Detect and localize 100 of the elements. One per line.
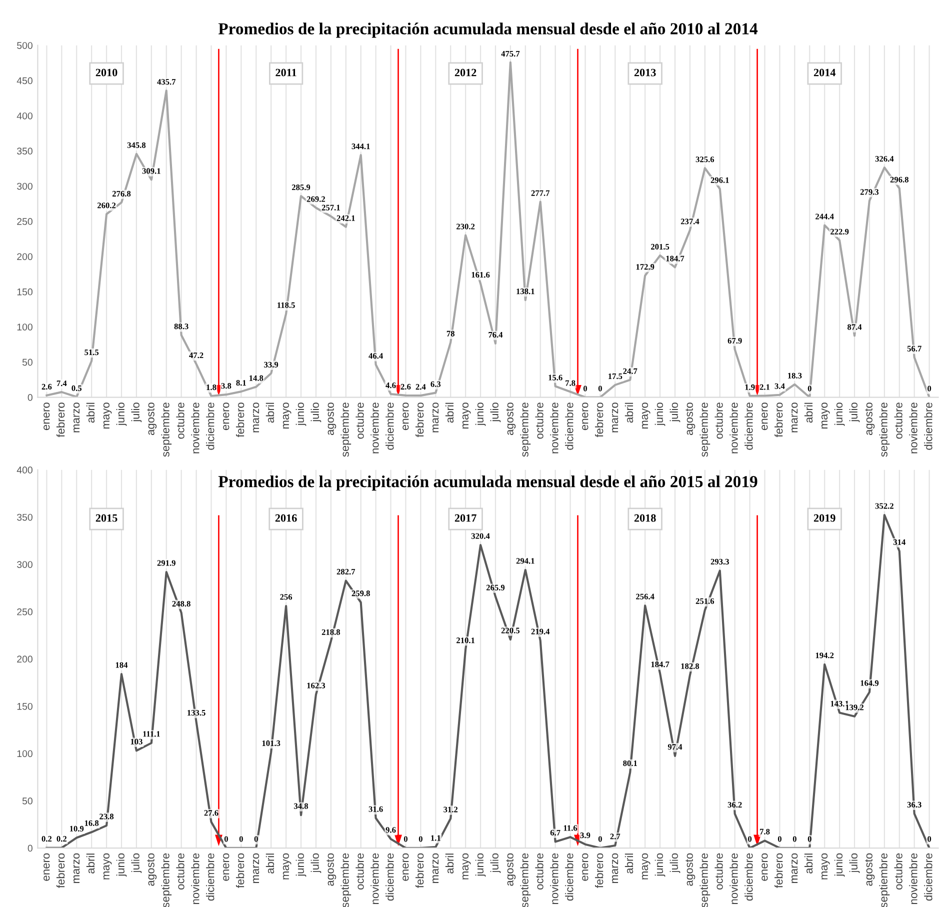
- x-tick-label: marzo: [432, 402, 439, 432]
- x-tick-label: marzo: [253, 853, 260, 884]
- y-tick-label: 0: [28, 844, 32, 852]
- data-label: 3.9: [580, 832, 590, 838]
- annotation: 2011: [276, 68, 296, 76]
- x-tick-label: septiembre: [520, 402, 531, 457]
- data-label: 219.4: [531, 628, 550, 634]
- data-label: 15.6: [548, 374, 562, 380]
- data-label: 0: [928, 386, 932, 392]
- data-label: 1.1: [431, 835, 440, 841]
- x-tick-label: febrero: [416, 853, 424, 888]
- x-tick-label: mayo: [103, 853, 112, 880]
- data-label: 248.8: [172, 600, 190, 607]
- data-label: 325.6: [696, 156, 714, 162]
- x-tick-label: enero: [582, 402, 588, 430]
- x-tick-label: febrero: [595, 402, 604, 438]
- data-label: 80.1: [623, 760, 637, 766]
- data-label: 7.8: [566, 380, 576, 386]
- data-label: 0: [598, 386, 602, 392]
- x-tick-label: agosto: [865, 402, 875, 436]
- data-label: 31.2: [444, 806, 458, 812]
- x-tick-label: mayo: [103, 402, 112, 429]
- x-tick-label: diciembre: [744, 853, 753, 901]
- x-tick-label: mayo: [821, 853, 830, 880]
- x-tick-label: junio: [475, 402, 486, 426]
- data-label: 291.9: [157, 560, 176, 566]
- data-label: 6.7: [550, 830, 560, 836]
- x-tick-label: marzo: [792, 402, 798, 432]
- data-label: 0: [224, 836, 228, 842]
- x-tick-label: abril: [624, 854, 634, 874]
- x-tick-label: mayo: [462, 402, 471, 429]
- x-tick-label: diciembre: [386, 402, 394, 450]
- data-label: 36.2: [728, 802, 742, 808]
- x-tick-label: octubre: [714, 853, 723, 890]
- data-label: 279.3: [860, 189, 879, 195]
- x-tick-label: febrero: [774, 853, 783, 888]
- data-label: 24.7: [623, 368, 638, 374]
- data-label: 201.5: [651, 244, 670, 250]
- x-tick-label: mayo: [462, 853, 471, 880]
- x-tick-label: marzo: [612, 402, 618, 432]
- data-label: 46.4: [368, 353, 383, 359]
- y-tick-label: 100: [17, 324, 32, 330]
- data-label: 23.8: [100, 814, 114, 820]
- x-tick-label: febrero: [56, 402, 65, 438]
- x-tick-label: mayo: [821, 402, 830, 429]
- x-tick-label: enero: [582, 853, 588, 881]
- x-tick-label: enero: [44, 853, 50, 881]
- data-label: 0.2: [42, 836, 52, 842]
- x-tick-label: julio: [310, 402, 322, 422]
- x-tick-label: septiembre: [340, 402, 352, 457]
- data-label: 352.2: [875, 503, 894, 509]
- annotation: 2012: [454, 68, 476, 76]
- annotation: 2014: [814, 68, 836, 76]
- data-label: 218.8: [322, 629, 340, 635]
- x-tick-label: diciembre: [206, 853, 214, 901]
- data-label: 314: [893, 539, 906, 545]
- x-tick-label: octubre: [894, 402, 902, 439]
- x-tick-label: abril: [86, 402, 95, 423]
- x-tick-label: noviembre: [191, 402, 200, 454]
- x-tick-label: octubre: [356, 402, 364, 439]
- data-label: 259.8: [352, 590, 370, 596]
- annotation: 2018: [634, 514, 656, 522]
- data-label: 139.2: [846, 704, 864, 710]
- data-label: 242.1: [336, 215, 355, 221]
- x-tick-label: julio: [310, 853, 322, 873]
- data-label: 33.9: [264, 362, 278, 368]
- data-label: 256.4: [636, 594, 654, 600]
- data-label: 276.8: [112, 190, 131, 197]
- x-tick-label: septiembre: [700, 402, 710, 457]
- y-tick-label: 350: [17, 514, 32, 521]
- x-tick-label: noviembre: [730, 853, 738, 904]
- data-label: 118.5: [278, 302, 295, 308]
- data-label: 7.4: [56, 380, 67, 386]
- x-tick-label: agosto: [686, 853, 696, 886]
- data-label: 11.6: [564, 825, 578, 831]
- data-label: 1.8: [206, 384, 216, 390]
- data-label: 3.4: [774, 383, 785, 389]
- x-tick-label: febrero: [416, 402, 424, 438]
- x-tick-label: marzo: [612, 853, 618, 884]
- x-tick-label: diciembre: [924, 853, 932, 901]
- y-tick-label: 150: [17, 702, 32, 710]
- x-tick-label: noviembre: [909, 402, 918, 454]
- x-tick-label: junio: [834, 402, 845, 426]
- x-tick-label: agosto: [506, 402, 516, 436]
- x-tick-label: noviembre: [370, 402, 379, 454]
- data-label: 143.1: [830, 700, 848, 707]
- x-tick-label: septiembre: [161, 402, 172, 457]
- data-label: 17.5: [608, 373, 622, 380]
- data-label: 34.8: [294, 803, 308, 809]
- x-tick-label: febrero: [595, 853, 604, 888]
- data-label: 27.6: [204, 810, 218, 816]
- chart-title: Promedios de la precipitación acumulada mensual desde el año 2010 al 2014: [218, 22, 758, 38]
- data-label: 251.6: [696, 598, 714, 604]
- x-tick-label: febrero: [56, 853, 65, 888]
- data-label: 164.9: [860, 680, 879, 686]
- data-label: 0: [239, 836, 243, 842]
- x-tick-label: marzo: [432, 853, 439, 884]
- data-label: 210.1: [456, 638, 475, 644]
- annotation: 2010: [96, 68, 118, 76]
- data-label: 285.9: [292, 184, 310, 190]
